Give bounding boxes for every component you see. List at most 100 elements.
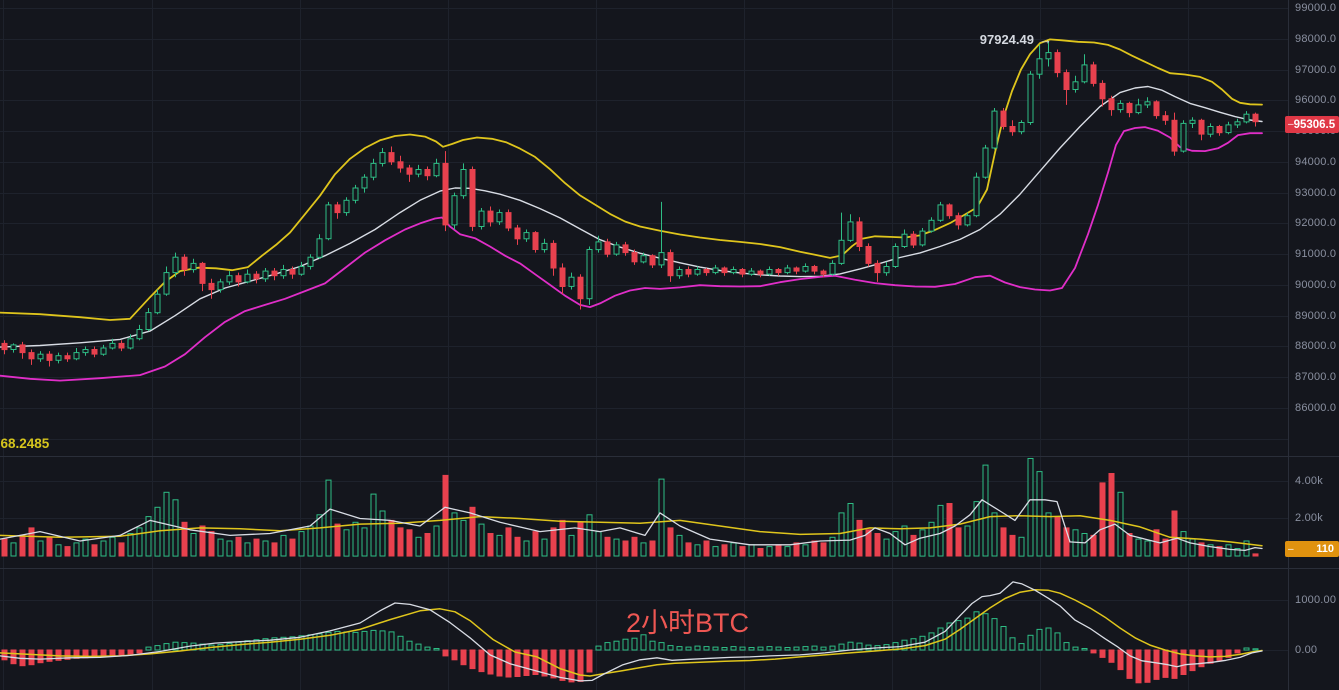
volume-bar [370, 493, 377, 557]
macd-histogram-bar [244, 640, 251, 651]
candle-body [559, 267, 566, 287]
volume-bar [37, 540, 44, 557]
macd-histogram-bar [514, 649, 521, 677]
macd-histogram-bar [739, 646, 746, 651]
volume-bar [199, 525, 206, 557]
volume-bar [613, 538, 620, 557]
volume-bar [298, 531, 305, 557]
candle-body [19, 344, 26, 354]
volume-bar [109, 536, 116, 557]
candle-body [397, 161, 404, 169]
macd-histogram-bar [109, 649, 116, 657]
volume-bar [883, 538, 890, 557]
candle-body [298, 266, 305, 275]
volume-bar [208, 531, 215, 557]
volume-bar [1090, 534, 1097, 557]
macd-histogram-bar [253, 639, 260, 651]
volume-bar [307, 525, 314, 557]
candle-body [739, 269, 746, 275]
macd-histogram-bar [469, 649, 476, 670]
volume-bar [1108, 473, 1115, 557]
volume-bar [865, 529, 872, 557]
candle-body [919, 230, 926, 246]
candle-body [478, 210, 485, 228]
volume-bar [757, 548, 764, 557]
volume-bar [1144, 540, 1151, 557]
volume-bar [1036, 471, 1043, 557]
candle-body [982, 147, 989, 178]
candle-body [901, 233, 908, 247]
candle-body [631, 252, 638, 263]
candle-body [208, 282, 215, 291]
candle-body [379, 152, 386, 164]
macd-histogram-bar [649, 640, 656, 651]
macd-histogram-bar [937, 627, 944, 651]
volume-bar [469, 506, 476, 557]
candle-body [694, 269, 701, 275]
volume-bar [523, 540, 530, 557]
candle-body [343, 199, 350, 214]
volume-bar [595, 531, 602, 557]
macd-histogram-bar [379, 630, 386, 651]
candle-body [55, 355, 62, 361]
macd-histogram-bar [1072, 646, 1079, 651]
macd-histogram-bar [478, 649, 485, 673]
candle-body [946, 204, 953, 217]
candle-body [253, 273, 260, 280]
macd-histogram-bar [577, 649, 584, 682]
macd-histogram-bar [172, 641, 179, 651]
candle-body [316, 238, 323, 258]
volume-bar [1000, 527, 1007, 557]
volume-bar [829, 536, 836, 557]
volume-bar [658, 478, 665, 557]
volume-bar [1216, 546, 1223, 557]
volume-bar [343, 529, 350, 557]
last-price-badge: – 95306.5 [1285, 116, 1339, 133]
macd-histogram-bar [145, 646, 152, 651]
candle-body [910, 233, 917, 246]
candle-body [172, 256, 179, 274]
volume-bar [901, 525, 908, 557]
volume-bar [289, 538, 296, 557]
macd-histogram-bar [1009, 637, 1016, 651]
macd-histogram-bar [766, 646, 773, 651]
candle-body [244, 273, 251, 283]
macd-histogram-bar [460, 649, 467, 666]
candle-body [541, 242, 548, 251]
volume-bar [451, 512, 458, 557]
candle-body [496, 212, 503, 223]
candle-body [361, 176, 368, 189]
volume-bar [802, 544, 809, 557]
macd-histogram-bar [1135, 649, 1142, 684]
macd-histogram-bar [820, 646, 827, 651]
candle-body [64, 355, 71, 360]
candle-body [469, 169, 476, 227]
volume-bar [361, 527, 368, 557]
volume-bar [838, 512, 845, 557]
price-peak-annotation: 97924.49 → [940, 32, 1052, 47]
volume-bar [379, 510, 386, 557]
macd-histogram-bar [1225, 649, 1232, 658]
volume-bar [1198, 542, 1205, 557]
macd-histogram-bar [1252, 648, 1259, 651]
volume-bar [811, 540, 818, 557]
candle-body [370, 162, 377, 178]
macd-histogram-bar [1108, 649, 1115, 663]
candle-body [1180, 122, 1187, 152]
candle-body [676, 269, 683, 277]
macd-histogram-bar [847, 641, 854, 651]
macd-histogram-bar [1117, 649, 1124, 671]
candle-body [190, 262, 197, 271]
candle-body [10, 344, 17, 350]
candle-body [811, 266, 818, 272]
candle-body [748, 270, 755, 275]
candle-body [1072, 81, 1079, 91]
macd-histogram-bar [1018, 643, 1025, 651]
bollinger-middle-band [0, 85, 1263, 348]
volume-bar [685, 542, 692, 557]
candle-body [1045, 52, 1052, 60]
candle-body [829, 262, 836, 275]
macd-histogram-bar [127, 649, 134, 655]
macd-histogram-bar [757, 646, 764, 651]
